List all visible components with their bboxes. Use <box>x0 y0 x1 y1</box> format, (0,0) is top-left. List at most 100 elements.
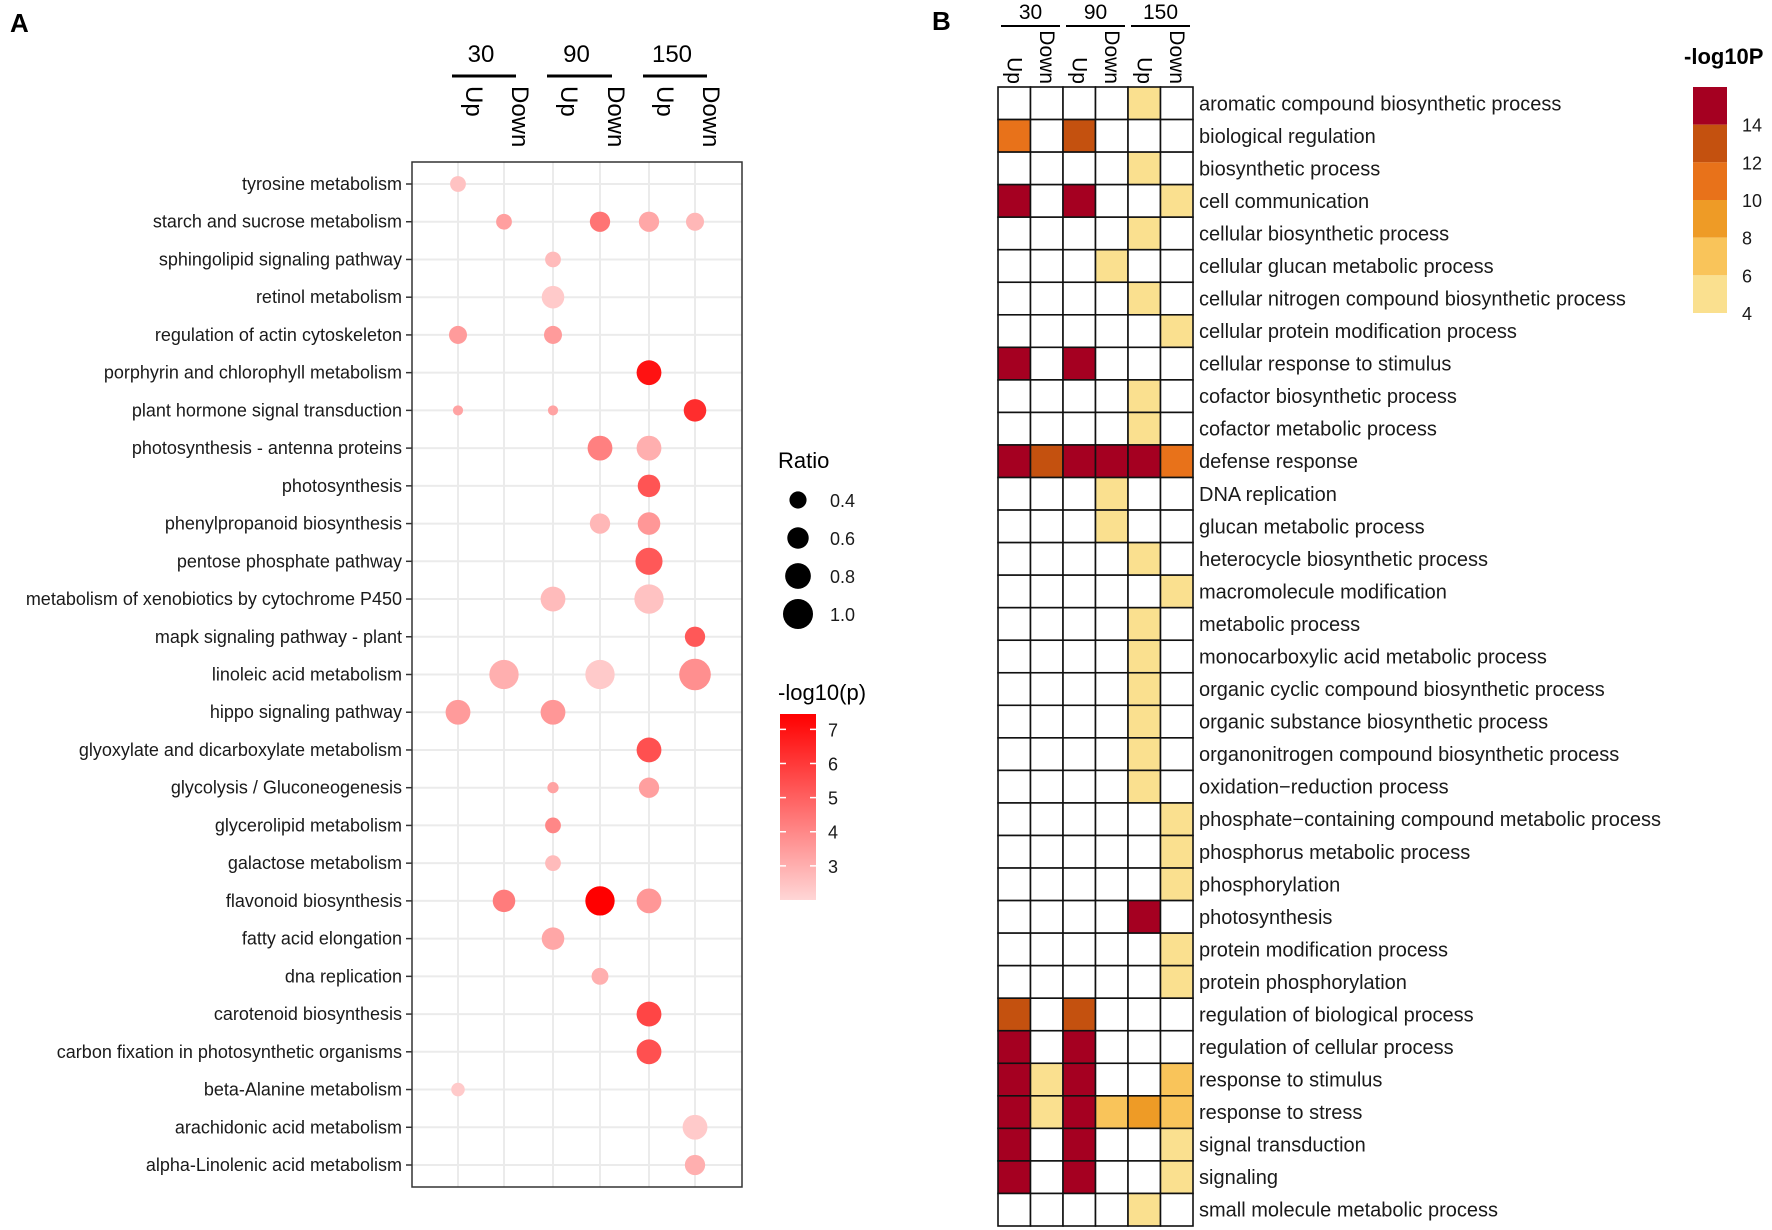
heatmap-cell <box>1159 411 1194 446</box>
heatmap-cell <box>1062 151 1097 186</box>
heatmap-cell <box>1127 1192 1162 1227</box>
row-label: DNA replication <box>1199 484 1337 506</box>
heatmap-cell <box>1127 118 1162 153</box>
legend-swatch <box>1693 124 1727 163</box>
row-label: regulation of cellular process <box>1199 1037 1454 1059</box>
heatmap-cell <box>997 802 1032 837</box>
legend-swatch <box>1693 275 1727 313</box>
heatmap-cell <box>1159 248 1194 284</box>
legend-swatch <box>1693 200 1727 238</box>
heatmap-cell <box>1029 411 1064 446</box>
heatmap-cell <box>1159 346 1194 381</box>
heatmap-cell <box>1159 704 1194 739</box>
heatmap-cell <box>1094 281 1129 316</box>
column-label: Down <box>1100 30 1123 84</box>
heatmap-cell <box>1127 248 1162 284</box>
heatmap-cell <box>1094 769 1129 804</box>
heatmap-cell <box>997 1160 1032 1195</box>
group-label: 90 <box>563 41 590 68</box>
color-legend-title: -log10(p) <box>778 680 866 705</box>
heatmap-cell <box>1062 802 1097 837</box>
heatmap-cell <box>1029 964 1064 1000</box>
heatmap-cell <box>1062 541 1097 576</box>
heatmap-cell <box>1127 509 1162 544</box>
heatmap-chart: aromatic compound biosynthetic process bi… <box>997 1 1763 1227</box>
y-tick-label: glycolysis / Gluconeogenesis <box>171 778 402 798</box>
heatmap-cell <box>1127 411 1162 446</box>
y-tick-label: regulation of actin cytoskeleton <box>155 325 402 345</box>
heatmap-cell <box>1029 509 1064 544</box>
bubble-point <box>547 405 559 416</box>
column-label: Up <box>651 86 678 117</box>
heatmap-cell <box>997 606 1032 642</box>
heatmap-cell <box>1094 899 1129 934</box>
heatmap-cell <box>1127 574 1162 609</box>
heatmap-cell <box>1159 671 1194 707</box>
heatmap-cell <box>1029 606 1064 642</box>
heatmap-cell <box>1062 964 1097 1000</box>
legend-label: 14 <box>1742 116 1762 136</box>
y-tick-label: pentose phosphate pathway <box>177 551 402 571</box>
heatmap-cell <box>1159 509 1194 544</box>
heatmap-cell <box>1127 932 1162 967</box>
size-legend-label: 1.0 <box>830 605 855 625</box>
column-label: Up <box>1067 57 1090 84</box>
heatmap-cell <box>1127 346 1162 381</box>
panel-label-a: A <box>10 8 29 38</box>
heatmap-cell <box>1159 313 1194 349</box>
y-tick-label: arachidonic acid metabolism <box>175 1117 402 1137</box>
heatmap-cell <box>1029 1192 1064 1227</box>
heatmap-cell <box>1029 704 1064 739</box>
heatmap-cell <box>1062 932 1097 967</box>
heatmap-cell <box>1127 964 1162 1000</box>
row-label: cellular glucan metabolic process <box>1199 256 1494 278</box>
colorbar-label: 7 <box>828 720 838 740</box>
heatmap-cell <box>1062 183 1097 218</box>
bubble-point <box>683 399 707 422</box>
heatmap-cell <box>1094 606 1129 642</box>
bubble-point <box>445 699 471 725</box>
row-label: photosynthesis <box>1199 907 1332 929</box>
heatmap-cell <box>1159 737 1194 772</box>
column-label: Up <box>1132 57 1155 84</box>
heatmap-cell <box>1094 1192 1129 1227</box>
heatmap-cell <box>1062 737 1097 772</box>
heatmap-cell <box>1029 1127 1064 1162</box>
y-tick-label: plant hormone signal transduction <box>132 400 402 420</box>
heatmap-cell <box>1127 834 1162 869</box>
colorbar-label: 6 <box>828 754 838 774</box>
column-label: Up <box>460 86 487 117</box>
heatmap-cell <box>997 216 1032 251</box>
heatmap-cell <box>1094 574 1129 609</box>
heatmap-cell <box>1094 151 1129 186</box>
heatmap-cell <box>1062 1095 1097 1130</box>
heatmap-cell <box>1094 476 1129 511</box>
heatmap-cell <box>1029 313 1064 349</box>
row-label: organic cyclic compound biosynthetic pro… <box>1199 679 1605 701</box>
heatmap-cell <box>1127 671 1162 707</box>
heatmap-cell <box>1159 379 1194 414</box>
heatmap-cell <box>1159 997 1194 1032</box>
heatmap-cell <box>1094 1127 1129 1162</box>
heatmap-cell <box>1127 997 1162 1032</box>
heatmap-cell <box>1159 151 1194 186</box>
bubble-point <box>684 626 706 647</box>
group-label: 150 <box>1143 1 1178 24</box>
heatmap-cell <box>1094 118 1129 153</box>
heatmap-cell <box>1062 476 1097 511</box>
heatmap-cell <box>1062 606 1097 642</box>
heatmap-cell <box>997 379 1032 414</box>
bubble-point <box>585 886 615 916</box>
group-label: 30 <box>468 41 495 68</box>
y-tick-label: galactose metabolism <box>228 853 402 873</box>
y-tick-label: beta-Alanine metabolism <box>204 1080 402 1100</box>
heatmap-cell <box>997 639 1032 674</box>
row-label: aromatic compound biosynthetic process <box>1199 93 1561 115</box>
y-tick-label: phenylpropanoid biosynthesis <box>165 514 402 534</box>
bubble-point <box>540 586 566 612</box>
heatmap-cell <box>1062 899 1097 934</box>
heatmap-cell <box>1029 671 1064 707</box>
y-tick-label: alpha-Linolenic acid metabolism <box>146 1155 402 1175</box>
heatmap-cell <box>1094 964 1129 1000</box>
y-tick-label: carotenoid biosynthesis <box>214 1004 402 1024</box>
